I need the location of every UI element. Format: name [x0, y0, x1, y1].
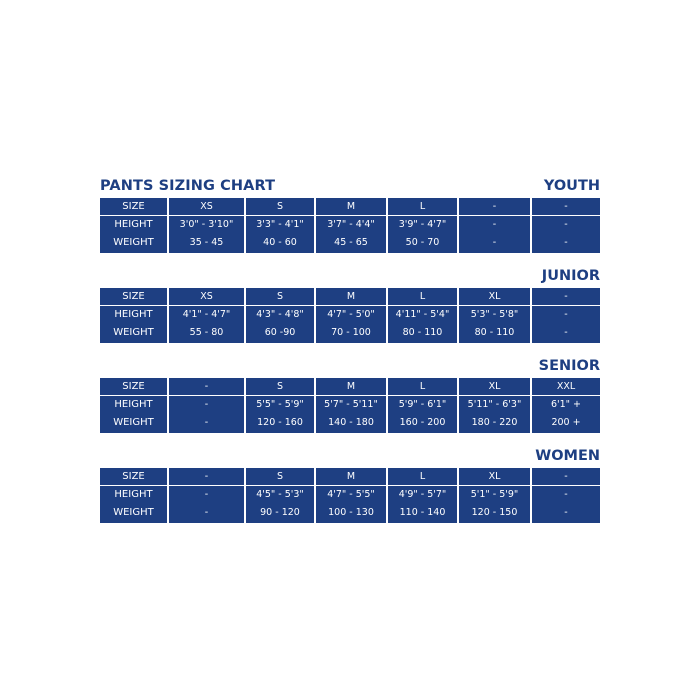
- height-cell: 4'1" - 4'7": [169, 306, 244, 324]
- size-cell: S: [246, 288, 314, 305]
- row-label: SIZE: [100, 198, 167, 215]
- size-cell: XS: [169, 198, 244, 215]
- size-cell: XL: [459, 468, 530, 485]
- weight-cell: -: [532, 324, 600, 343]
- row-label: SIZE: [100, 378, 167, 395]
- section-label: SENIOR: [538, 358, 600, 374]
- row-label: HEIGHT: [100, 306, 167, 324]
- height-cell: -: [169, 486, 244, 504]
- height-cell: 4'9" - 5'7": [388, 486, 457, 504]
- size-cell: -: [169, 378, 244, 395]
- height-cell: 5'9" - 6'1": [388, 396, 457, 414]
- weight-cell: 160 - 200: [388, 414, 457, 433]
- weight-cell: 100 - 130: [316, 504, 386, 523]
- size-cell: -: [532, 288, 600, 305]
- size-cell: M: [316, 468, 386, 485]
- size-cell: L: [388, 198, 457, 215]
- height-cell: 4'7" - 5'0": [316, 306, 386, 324]
- height-cell: 4'11" - 5'4": [388, 306, 457, 324]
- weight-cell: 80 - 110: [459, 324, 530, 343]
- height-cell: -: [532, 306, 600, 324]
- height-cell: 5'3" - 5'8": [459, 306, 530, 324]
- weight-cell: 120 - 160: [246, 414, 314, 433]
- weight-cell: 180 - 220: [459, 414, 530, 433]
- height-cell: 3'0" - 3'10": [169, 216, 244, 234]
- size-cell: XS: [169, 288, 244, 305]
- size-cell: L: [388, 468, 457, 485]
- row-label: WEIGHT: [100, 504, 167, 523]
- height-cell: -: [169, 396, 244, 414]
- section-label: YOUTH: [543, 178, 600, 194]
- height-cell: 5'1" - 5'9": [459, 486, 530, 504]
- weight-cell: 200 +: [532, 414, 600, 433]
- size-cell: -: [169, 468, 244, 485]
- size-cell: S: [246, 198, 314, 215]
- weight-cell: 40 - 60: [246, 234, 314, 253]
- weight-cell: 70 - 100: [316, 324, 386, 343]
- weight-cell: 55 - 80: [169, 324, 244, 343]
- weight-cell: -: [532, 234, 600, 253]
- height-cell: 3'3" - 4'1": [246, 216, 314, 234]
- size-cell: S: [246, 468, 314, 485]
- weight-cell: 80 - 110: [388, 324, 457, 343]
- height-cell: 4'5" - 5'3": [246, 486, 314, 504]
- size-cell: -: [532, 468, 600, 485]
- chart-header: PANTS SIZING CHART: [100, 176, 600, 196]
- size-cell: S: [246, 378, 314, 395]
- size-cell: M: [316, 288, 386, 305]
- size-cell: M: [316, 378, 386, 395]
- height-cell: 4'7" - 5'5": [316, 486, 386, 504]
- size-cell: XXL: [532, 378, 600, 395]
- row-label: HEIGHT: [100, 216, 167, 234]
- row-label: SIZE: [100, 288, 167, 305]
- height-cell: 3'7" - 4'4": [316, 216, 386, 234]
- weight-cell: 120 - 150: [459, 504, 530, 523]
- height-cell: -: [459, 216, 530, 234]
- weight-cell: 110 - 140: [388, 504, 457, 523]
- section-label: WOMEN: [535, 448, 600, 464]
- row-label: HEIGHT: [100, 486, 167, 504]
- size-cell: M: [316, 198, 386, 215]
- height-cell: -: [532, 216, 600, 234]
- height-cell: -: [532, 486, 600, 504]
- size-cell: XL: [459, 288, 530, 305]
- size-cell: -: [459, 198, 530, 215]
- row-label: WEIGHT: [100, 414, 167, 433]
- weight-cell: 140 - 180: [316, 414, 386, 433]
- size-cell: XL: [459, 378, 530, 395]
- sizing-chart: PANTS SIZING CHART YOUTH SIZE XS S M L - - HEIGH…: [100, 176, 600, 523]
- weight-cell: -: [169, 504, 244, 523]
- row-label: WEIGHT: [100, 324, 167, 343]
- row-label: HEIGHT: [100, 396, 167, 414]
- size-cell: L: [388, 378, 457, 395]
- weight-cell: 45 - 65: [316, 234, 386, 253]
- height-cell: 5'11" - 6'3": [459, 396, 530, 414]
- weight-cell: -: [459, 234, 530, 253]
- size-cell: -: [532, 198, 600, 215]
- height-cell: 4'3" - 4'8": [246, 306, 314, 324]
- page-title: PANTS SIZING CHART: [100, 178, 276, 194]
- weight-cell: -: [169, 414, 244, 433]
- weight-cell: 35 - 45: [169, 234, 244, 253]
- row-label: SIZE: [100, 468, 167, 485]
- height-cell: 5'7" - 5'11": [316, 396, 386, 414]
- height-cell: 6'1" +: [532, 396, 600, 414]
- size-cell: L: [388, 288, 457, 305]
- weight-cell: 90 - 120: [246, 504, 314, 523]
- weight-cell: -: [532, 504, 600, 523]
- section-label: JUNIOR: [541, 268, 600, 284]
- height-cell: 3'9" - 4'7": [388, 216, 457, 234]
- height-cell: 5'5" - 5'9": [246, 396, 314, 414]
- weight-cell: 50 - 70: [388, 234, 457, 253]
- weight-cell: 60 -90: [246, 324, 314, 343]
- row-label: WEIGHT: [100, 234, 167, 253]
